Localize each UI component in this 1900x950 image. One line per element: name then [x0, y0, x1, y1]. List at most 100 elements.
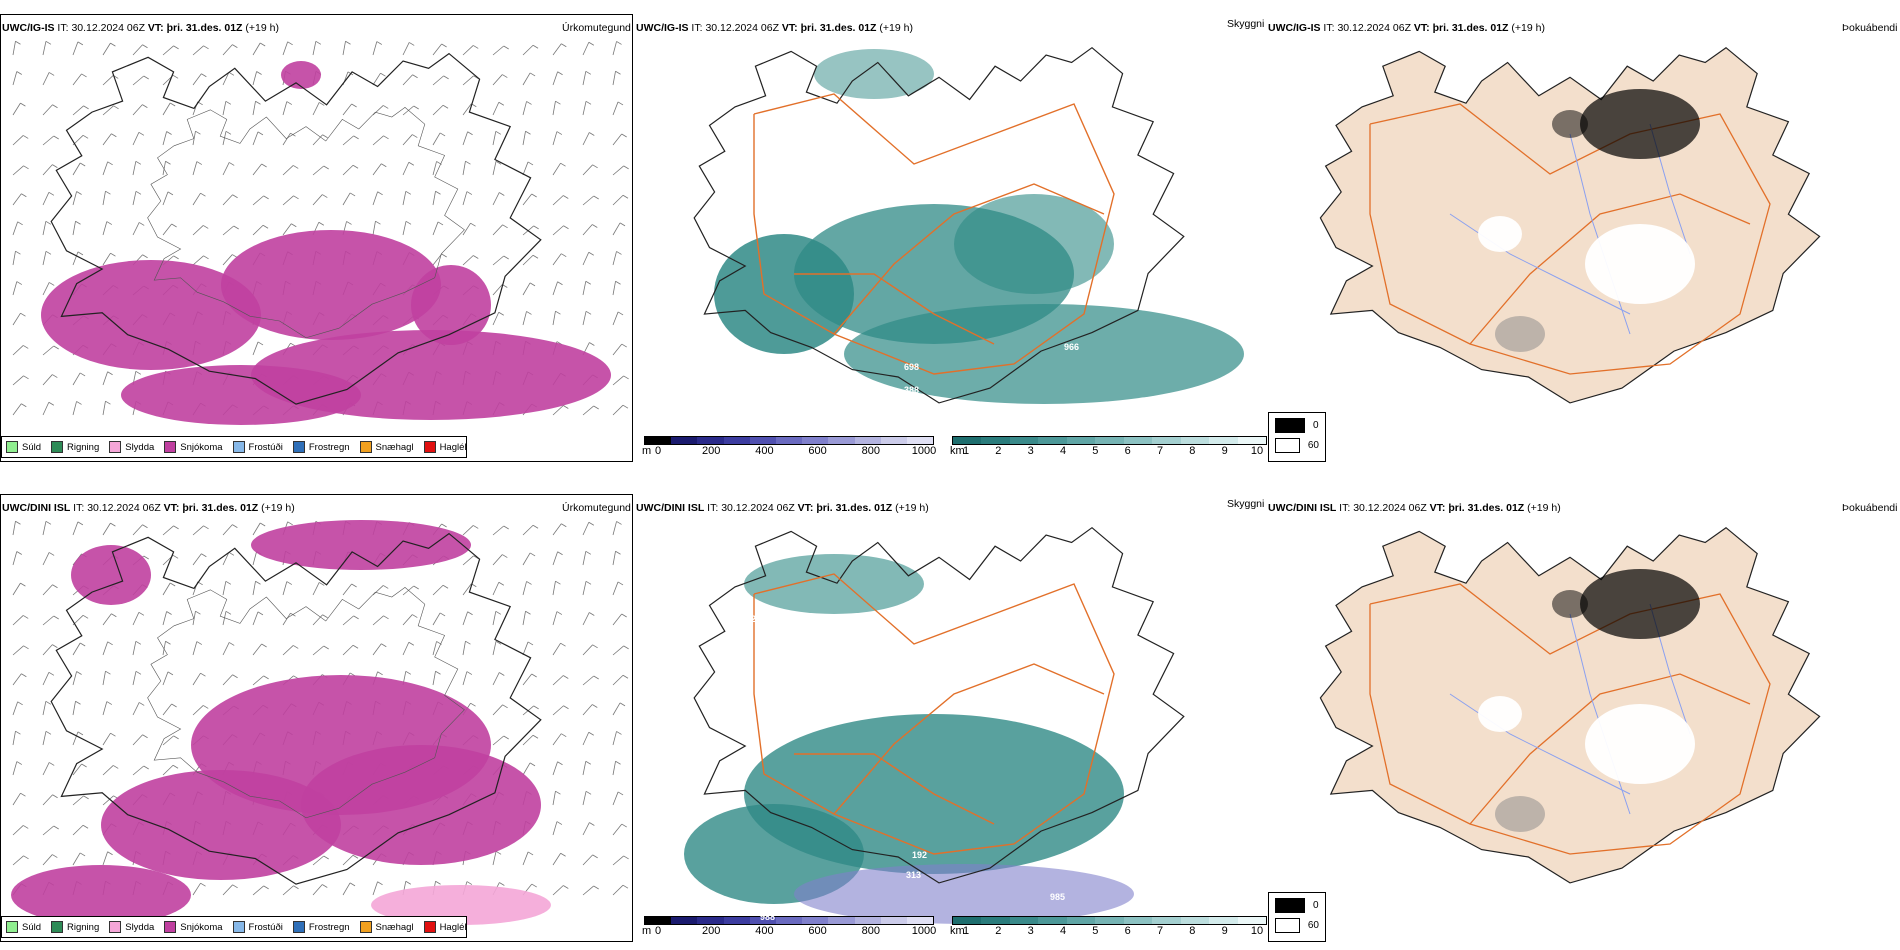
colorbar-cell — [1009, 437, 1039, 444]
fog-legend-row: 0 — [1275, 418, 1319, 433]
colorbar-cell — [723, 917, 750, 924]
precip-legend: Súld Rigning Slydda Snjókoma Frostúði Frostre… — [1, 916, 467, 938]
colorbar-cell — [671, 917, 698, 924]
colorbar-tick: 3 — [1027, 445, 1034, 457]
map-fog-bottom — [1319, 526, 1821, 884]
colorbar-cell — [953, 437, 982, 444]
fog-legend-row: 60 — [1275, 438, 1319, 453]
colorbar-cell — [906, 917, 934, 924]
fog-legend-row: 0 — [1275, 898, 1319, 913]
panel-title: UWC/DINI ISL IT: 30.12.2024 06Z VT: þri.… — [2, 502, 295, 514]
fog-dense — [1580, 89, 1700, 159]
value-label: 97 — [948, 150, 959, 160]
legend-label: Frostregn — [308, 921, 350, 933]
legend-swatch — [6, 441, 18, 453]
contour — [147, 587, 465, 819]
fog-legend-value: 60 — [1307, 920, 1319, 931]
value-label: 698 — [904, 362, 920, 372]
colorbar-cell — [1038, 917, 1067, 924]
legend-swatch — [164, 921, 177, 933]
colorbar-tick: 9 — [1221, 445, 1228, 457]
legend-swatch — [109, 441, 122, 453]
legend-label: Frostúði — [248, 441, 283, 453]
legend-item: Rigning — [51, 921, 99, 933]
colorbar-tick: 400 — [755, 445, 774, 457]
snow-area — [71, 545, 151, 605]
value-label: 966 — [1064, 342, 1080, 352]
roads — [753, 573, 1115, 855]
colorbar-cell — [645, 917, 672, 924]
colorbar-cell — [802, 437, 829, 444]
colorbar-cell — [1152, 917, 1181, 924]
legend-swatch — [51, 441, 64, 453]
colorbar-tick: 6 — [1124, 445, 1131, 457]
glacier — [1478, 216, 1522, 252]
colorbar-cell — [723, 437, 750, 444]
colorbar-unit: km — [950, 445, 965, 457]
coastline — [50, 532, 542, 885]
colorbar-cell — [697, 437, 724, 444]
coastline — [693, 46, 1185, 404]
legend-item: Frostregn — [292, 441, 350, 453]
colorbar-cell — [981, 437, 1010, 444]
height-colorbar: m 0 200 400 600 800 1000 — [642, 916, 936, 940]
roads — [753, 93, 1115, 375]
colorbar-tick: 10 — [1250, 445, 1264, 457]
fog-patch — [1495, 316, 1545, 352]
snow-area — [281, 61, 321, 89]
precip-legend: Súld Rigning Slydda Snjókoma Frostúði Frostre… — [1, 436, 467, 458]
colorbar-cell — [1038, 437, 1067, 444]
colorbar-cell — [802, 917, 829, 924]
legend-swatch — [51, 921, 64, 933]
legend-swatch — [232, 441, 245, 453]
panel-visibility-bottom — [634, 494, 1269, 942]
snow-area — [221, 230, 441, 340]
colorbar-cell — [828, 917, 855, 924]
legend-item: Slydda — [109, 921, 154, 933]
colorbar-cell — [880, 917, 907, 924]
panel-name: Skyggni — [1227, 18, 1265, 30]
legend-swatch — [292, 441, 305, 453]
map-visibility-bottom — [684, 526, 1185, 924]
coastline — [693, 526, 1185, 884]
colorbar-cell — [1180, 437, 1210, 444]
legend-label: Snjókoma — [180, 921, 223, 933]
fog-dense — [1580, 569, 1700, 639]
fog-dense — [1552, 110, 1588, 138]
low-visibility — [844, 304, 1244, 404]
colorbar-cell — [953, 917, 982, 924]
colorbar-cells — [952, 436, 1267, 445]
legend-item: Rigning — [51, 441, 99, 453]
map-visibility-top — [693, 46, 1244, 404]
snow-area — [41, 260, 261, 370]
panel-name: Úrkomutegund — [562, 22, 631, 34]
panel-name: Úrkomutegund — [562, 502, 631, 514]
colorbar-cell — [645, 437, 672, 444]
colorbar-tick: 4 — [1059, 445, 1067, 457]
glacier — [1585, 224, 1695, 304]
snow-area — [411, 265, 491, 345]
colorbar-cell — [906, 437, 934, 444]
legend-label: Rigning — [67, 921, 100, 933]
fog-legend-swatch — [1275, 918, 1300, 933]
panel-name: Þokuábendi — [1842, 502, 1898, 514]
map-fog-top — [1319, 46, 1821, 404]
colorbar-tick: 7 — [1156, 445, 1164, 457]
sleet-area — [371, 885, 551, 925]
legend-label: Snjókoma — [180, 441, 223, 453]
snow-area — [11, 865, 191, 925]
colorbar-cell — [775, 437, 803, 444]
value-label: 985 — [1050, 892, 1066, 902]
snow-area — [251, 520, 471, 570]
colorbar-cell — [749, 917, 776, 924]
low-visibility — [954, 194, 1114, 294]
colorbar-tick: 600 — [808, 445, 827, 457]
fog-legend-value: 0 — [1313, 420, 1319, 431]
height-colorbar: m 0 200 400 600 800 1000 — [642, 436, 936, 460]
value-label: 192 — [912, 850, 928, 860]
colorbar-tick: 4 — [1059, 925, 1067, 937]
legend-swatch — [423, 921, 436, 933]
value-label: 313 — [906, 870, 922, 880]
colorbar-cell — [1209, 917, 1238, 924]
colorbar-cells — [644, 916, 934, 925]
